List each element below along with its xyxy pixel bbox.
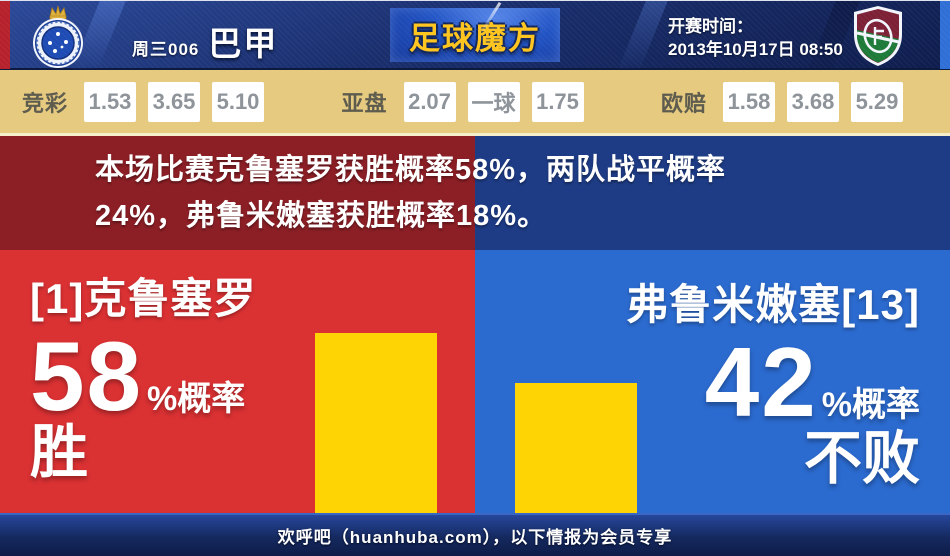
- jingcai-away-odds: 5.10: [212, 81, 265, 122]
- yapan-handicap: 一球: [467, 81, 520, 122]
- diagonal-highlight: [618, 1, 668, 69]
- oupei-away-odds: 5.29: [850, 81, 903, 122]
- away-team-name: 弗鲁米嫩塞[13]: [626, 281, 920, 328]
- home-probability-unit: %概率: [147, 380, 246, 418]
- oupei-odds-group: 欧赔 1.58 3.68 5.29: [660, 81, 903, 122]
- yapan-home-odds: 2.07: [403, 81, 456, 122]
- summary-blue-background: [475, 136, 950, 250]
- home-outcome-label: 胜: [30, 420, 89, 485]
- cruzeiro-badge-icon: [33, 5, 83, 68]
- fluminense-badge-icon: [854, 6, 902, 66]
- divider-line: [0, 133, 950, 136]
- away-color-stripe: [940, 1, 950, 69]
- site-logo-text: 足球魔方: [409, 20, 541, 56]
- home-probability-value: 58: [30, 321, 144, 431]
- oupei-home-odds: 1.58: [722, 81, 775, 122]
- yapan-label: 亚盘: [341, 90, 388, 116]
- kickoff-time: 2013年10月17日 08:50: [668, 40, 843, 59]
- site-logo: 足球魔方: [390, 8, 560, 62]
- home-probability: 58 %概率: [30, 321, 475, 431]
- header: 周三006 巴甲 足球魔方 开赛时间： 2013年10月17日 08:50: [0, 0, 950, 69]
- match-code: 周三006: [132, 40, 200, 59]
- home-color-stripe: [0, 1, 10, 69]
- away-probability-bar: [515, 383, 637, 513]
- jingcai-label: 竞彩: [22, 90, 69, 116]
- prediction-summary-text: 本场比赛克鲁塞罗获胜概率58%，两队战平概率24%，弗鲁米嫩塞获胜概率18%。: [95, 154, 727, 232]
- oupei-label: 欧赔: [660, 90, 707, 116]
- away-probability-value: 42: [704, 327, 818, 437]
- league-name: 巴甲: [208, 25, 279, 62]
- jingcai-home-odds: 1.53: [84, 81, 137, 122]
- kickoff-label: 开赛时间：: [668, 17, 753, 36]
- home-team-panel: [1]克鲁塞罗 58 %概率 胜: [0, 250, 475, 513]
- footer: 欢呼吧（huanhuba.com），以下情报为会员专享: [0, 513, 950, 556]
- probability-panels: [1]克鲁塞罗 58 %概率 胜 弗鲁米嫩塞[13] 42 %概率 不败: [0, 250, 950, 513]
- jingcai-draw-odds: 3.65: [148, 81, 201, 122]
- summary-red-background: [0, 136, 475, 250]
- away-team-panel: 弗鲁米嫩塞[13] 42 %概率 不败: [475, 250, 950, 513]
- away-probability: 42 %概率: [475, 327, 920, 437]
- odds-bar: 竞彩 1.53 3.65 5.10 亚盘 2.07 一球 1.75 欧赔 1.5…: [0, 68, 950, 133]
- yapan-away-odds: 1.75: [531, 81, 584, 122]
- kickoff-time-block: 开赛时间： 2013年10月17日 08:50: [668, 15, 843, 61]
- match-info: 周三006 巴甲: [132, 17, 278, 65]
- oupei-draw-odds: 3.68: [786, 81, 839, 122]
- away-probability-unit: %概率: [821, 386, 920, 424]
- away-outcome-label: 不败: [803, 426, 920, 491]
- home-probability-bar: [315, 333, 437, 513]
- jingcai-odds-group: 竞彩 1.53 3.65 5.10: [22, 81, 265, 122]
- prediction-summary-banner: 本场比赛克鲁塞罗获胜概率58%，两队战平概率24%，弗鲁米嫩塞获胜概率18%。: [0, 136, 950, 250]
- footer-text: 欢呼吧（huanhuba.com），以下情报为会员专享: [277, 528, 673, 547]
- home-team-name: [1]克鲁塞罗: [30, 275, 257, 322]
- yapan-odds-group: 亚盘 2.07 一球 1.75: [341, 81, 584, 122]
